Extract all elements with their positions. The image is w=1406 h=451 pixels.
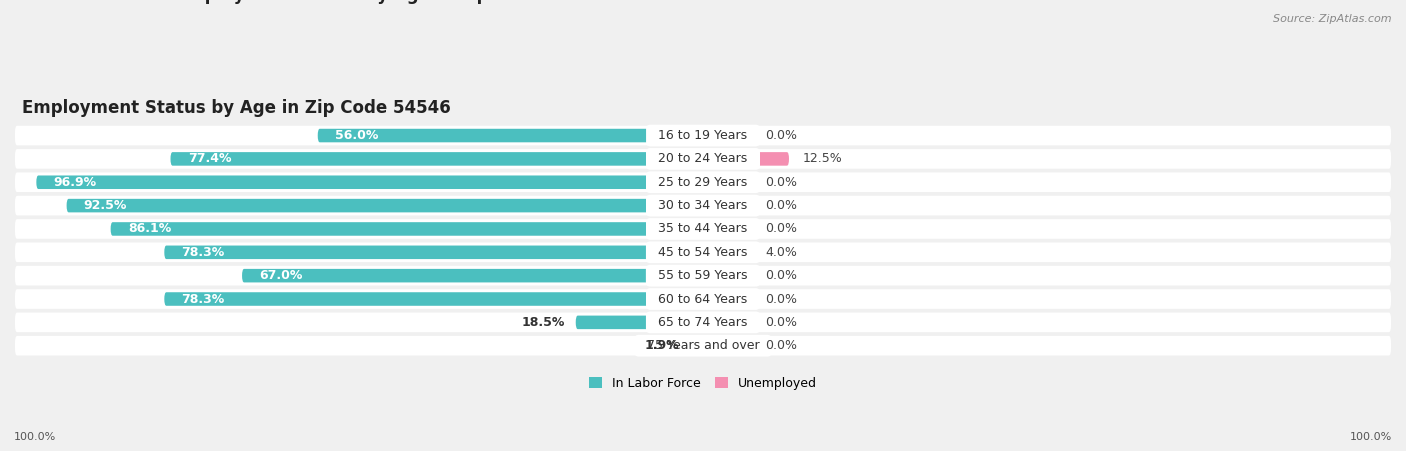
FancyBboxPatch shape	[703, 199, 751, 212]
FancyBboxPatch shape	[318, 129, 703, 143]
FancyBboxPatch shape	[15, 219, 1391, 239]
FancyBboxPatch shape	[703, 175, 751, 189]
FancyBboxPatch shape	[703, 316, 751, 329]
Text: 67.0%: 67.0%	[259, 269, 302, 282]
Text: 60 to 64 Years: 60 to 64 Years	[651, 293, 755, 305]
FancyBboxPatch shape	[15, 172, 1391, 192]
Text: 25 to 29 Years: 25 to 29 Years	[651, 176, 755, 189]
Text: 0.0%: 0.0%	[765, 316, 797, 329]
Text: 77.4%: 77.4%	[187, 152, 231, 166]
Text: 0.0%: 0.0%	[765, 199, 797, 212]
FancyBboxPatch shape	[15, 336, 1391, 355]
FancyBboxPatch shape	[15, 313, 1391, 332]
Text: 55 to 59 Years: 55 to 59 Years	[650, 269, 756, 282]
Text: 1.9%: 1.9%	[645, 339, 679, 352]
FancyBboxPatch shape	[575, 316, 703, 329]
Text: 45 to 54 Years: 45 to 54 Years	[651, 246, 755, 259]
FancyBboxPatch shape	[15, 289, 1391, 309]
Text: Employment Status by Age in Zip Code 54546: Employment Status by Age in Zip Code 545…	[176, 0, 605, 4]
FancyBboxPatch shape	[703, 339, 751, 353]
FancyBboxPatch shape	[703, 292, 751, 306]
Text: 0.0%: 0.0%	[765, 269, 797, 282]
FancyBboxPatch shape	[690, 339, 703, 353]
Text: 100.0%: 100.0%	[14, 433, 56, 442]
FancyBboxPatch shape	[15, 266, 1391, 285]
FancyBboxPatch shape	[165, 245, 703, 259]
FancyBboxPatch shape	[703, 245, 751, 259]
Text: 96.9%: 96.9%	[53, 176, 97, 189]
Text: 86.1%: 86.1%	[128, 222, 172, 235]
FancyBboxPatch shape	[15, 149, 1391, 169]
Text: 56.0%: 56.0%	[335, 129, 378, 142]
Text: 16 to 19 Years: 16 to 19 Years	[651, 129, 755, 142]
Legend: In Labor Force, Unemployed: In Labor Force, Unemployed	[589, 377, 817, 390]
Text: 75 Years and over: 75 Years and over	[638, 339, 768, 352]
Text: 4.0%: 4.0%	[765, 246, 797, 259]
Text: Employment Status by Age in Zip Code 54546: Employment Status by Age in Zip Code 545…	[22, 99, 451, 117]
FancyBboxPatch shape	[170, 152, 703, 166]
FancyBboxPatch shape	[37, 175, 703, 189]
Text: 0.0%: 0.0%	[765, 293, 797, 305]
Text: 100.0%: 100.0%	[1350, 433, 1392, 442]
Text: 20 to 24 Years: 20 to 24 Years	[651, 152, 755, 166]
Text: 35 to 44 Years: 35 to 44 Years	[651, 222, 755, 235]
FancyBboxPatch shape	[703, 152, 789, 166]
FancyBboxPatch shape	[15, 196, 1391, 216]
Text: 0.0%: 0.0%	[765, 339, 797, 352]
FancyBboxPatch shape	[15, 243, 1391, 262]
Text: 0.0%: 0.0%	[765, 176, 797, 189]
Text: 92.5%: 92.5%	[84, 199, 127, 212]
FancyBboxPatch shape	[111, 222, 703, 236]
FancyBboxPatch shape	[703, 222, 751, 236]
Text: 0.0%: 0.0%	[765, 129, 797, 142]
FancyBboxPatch shape	[703, 269, 751, 282]
Text: 12.5%: 12.5%	[803, 152, 842, 166]
Text: 30 to 34 Years: 30 to 34 Years	[651, 199, 755, 212]
FancyBboxPatch shape	[242, 269, 703, 282]
Text: 0.0%: 0.0%	[765, 222, 797, 235]
Text: 78.3%: 78.3%	[181, 293, 225, 305]
FancyBboxPatch shape	[15, 126, 1391, 145]
Text: 18.5%: 18.5%	[522, 316, 565, 329]
FancyBboxPatch shape	[66, 199, 703, 212]
FancyBboxPatch shape	[165, 292, 703, 306]
Text: Source: ZipAtlas.com: Source: ZipAtlas.com	[1274, 14, 1392, 23]
FancyBboxPatch shape	[703, 129, 751, 143]
Text: 78.3%: 78.3%	[181, 246, 225, 259]
Text: 65 to 74 Years: 65 to 74 Years	[651, 316, 755, 329]
